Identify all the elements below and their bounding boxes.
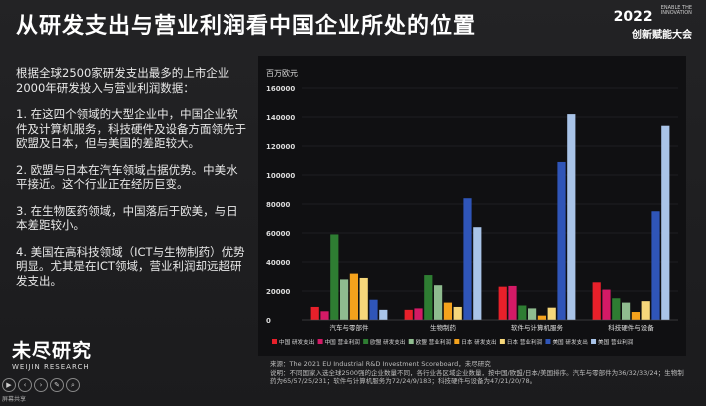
- bar: [424, 275, 433, 320]
- brand-name: 创新赋能大会: [632, 30, 692, 41]
- x-tick-label: 软件与计算机服务: [511, 323, 564, 332]
- legend-label: 日本 研发支出: [461, 338, 496, 346]
- brand: 2022 ENABLE THE INNOVATION 创新赋能大会: [613, 6, 692, 42]
- bar: [453, 306, 462, 320]
- logo-cn: 未尽研究: [12, 340, 93, 362]
- prev-icon[interactable]: ‹: [18, 378, 32, 392]
- x-tick-label: 生物制药: [430, 323, 457, 332]
- y-tick-label: 60000: [266, 230, 290, 238]
- bar: [349, 273, 358, 320]
- bar: [498, 286, 507, 320]
- bar: [463, 198, 472, 320]
- bar: [537, 315, 546, 320]
- bar: [528, 308, 537, 320]
- x-tick-label: 汽车与零部件: [330, 323, 370, 332]
- bar: [310, 306, 319, 320]
- legend-swatch: [408, 339, 414, 344]
- bar: [414, 308, 423, 320]
- source-line-2: 说明：不同国家入选全球2500强的企业数量不同，各行业各区域企业数量，按中国/欧…: [270, 368, 684, 386]
- summary-text: 根据全球2500家研发支出最多的上市企业2000年研发投入与营业利润数据： 1.…: [16, 66, 248, 300]
- bar: [379, 309, 388, 320]
- bar: [547, 307, 556, 320]
- legend-label: 中国 研发支出: [279, 338, 314, 346]
- y-tick-label: 0: [266, 317, 271, 325]
- bar-chart: 百万欧元 0 20000 40000 60000 80000 100000 120000 140…: [266, 68, 678, 346]
- bar: [602, 289, 611, 320]
- bar: [369, 299, 378, 320]
- legend-swatch: [499, 339, 505, 344]
- bar: [631, 312, 640, 320]
- logo: 未尽研究 WEIJIN RESEARCH: [12, 336, 92, 371]
- bar: [592, 282, 601, 320]
- brand-tagline-2: INNOVATION: [660, 10, 692, 16]
- chart-panel: 百万欧元 0 20000 40000 60000 80000 100000 120000 140…: [258, 56, 686, 356]
- page-title: 从研发支出与营业利润看中国企业所处的位置: [16, 14, 477, 39]
- bar: [340, 279, 349, 320]
- bar: [641, 301, 650, 320]
- play-icon[interactable]: ▶: [2, 378, 16, 392]
- bar: [651, 211, 660, 320]
- legend-label: 美国 研发支出: [552, 338, 587, 346]
- y-axis-label: 百万欧元: [266, 68, 298, 78]
- brand-tagline-1: ENABLE THE: [660, 5, 692, 11]
- bar: [404, 309, 413, 320]
- legend-swatch: [545, 339, 551, 344]
- pen-icon[interactable]: ✎: [50, 378, 64, 392]
- bar: [518, 305, 527, 320]
- paragraph-intro: 根据全球2500家研发支出最多的上市企业2000年研发投入与营业利润数据：: [16, 66, 230, 95]
- source-line-1: 来源：The 2021 EU Industrial R&D Investment…: [270, 360, 491, 368]
- legend-swatch: [454, 339, 460, 344]
- legend-swatch: [363, 339, 369, 344]
- paragraph-3: 3. 在生物医药领域，中国落后于欧美，与日本差距较小。: [16, 203, 238, 233]
- y-tick-label: 140000: [266, 114, 295, 122]
- paragraph-4: 4. 美国在高科技领域（ICT与生物制药）优势明显。尤其是在ICT领域，营业利润…: [16, 244, 245, 288]
- y-tick-label: 80000: [266, 201, 290, 209]
- legend-label: 欧盟 研发支出: [370, 338, 405, 346]
- legend-label: 日本 营业利润: [507, 338, 543, 346]
- next-icon[interactable]: ›: [34, 378, 48, 392]
- bar: [622, 302, 631, 320]
- legend-label: 美国 营业利润: [598, 338, 634, 346]
- bar: [557, 161, 566, 320]
- y-tick-label: 100000: [266, 172, 295, 180]
- y-tick-label: 20000: [266, 288, 290, 296]
- logo-en: WEIJIN RESEARCH: [12, 363, 90, 371]
- y-tick-label: 40000: [266, 259, 290, 267]
- y-tick-label: 160000: [266, 85, 295, 93]
- brand-year: 2022: [613, 9, 653, 25]
- bar: [567, 114, 576, 320]
- paragraph-1: 1. 在这四个领域的大型企业中，中国企业软件及计算机服务，科技硬件及设备方面领先…: [16, 107, 246, 150]
- y-tick-label: 120000: [266, 143, 295, 151]
- zoom-icon[interactable]: ⌕: [66, 378, 80, 392]
- screen-share-label: 屏幕共享: [2, 396, 27, 403]
- legend-label: 欧盟 营业利润: [416, 338, 452, 346]
- legend-swatch: [591, 339, 597, 344]
- paragraph-2: 2. 欧盟与日本在汽车领域占据优势。中美水平接近。这个行业正在经历巨变。: [16, 162, 238, 192]
- bar: [661, 125, 670, 320]
- bar: [612, 298, 621, 320]
- bar: [359, 277, 368, 320]
- bar: [320, 311, 329, 320]
- legend-label: 中国 营业利润: [325, 338, 361, 346]
- bar: [508, 285, 517, 320]
- legend-swatch: [317, 339, 323, 344]
- x-tick-label: 科技硬件与设备: [608, 323, 654, 332]
- source-note: 来源：The 2021 EU Industrial R&D Investment…: [270, 360, 690, 386]
- presentation-toolbar: ▶ ‹ › ✎ ⌕ 屏幕共享: [0, 374, 250, 406]
- bar: [443, 302, 452, 320]
- bar: [434, 285, 443, 320]
- bar: [330, 234, 339, 320]
- legend-swatch: [272, 339, 277, 344]
- bar: [473, 227, 482, 320]
- brand-tagline: ENABLE THE INNOVATION: [661, 6, 692, 16]
